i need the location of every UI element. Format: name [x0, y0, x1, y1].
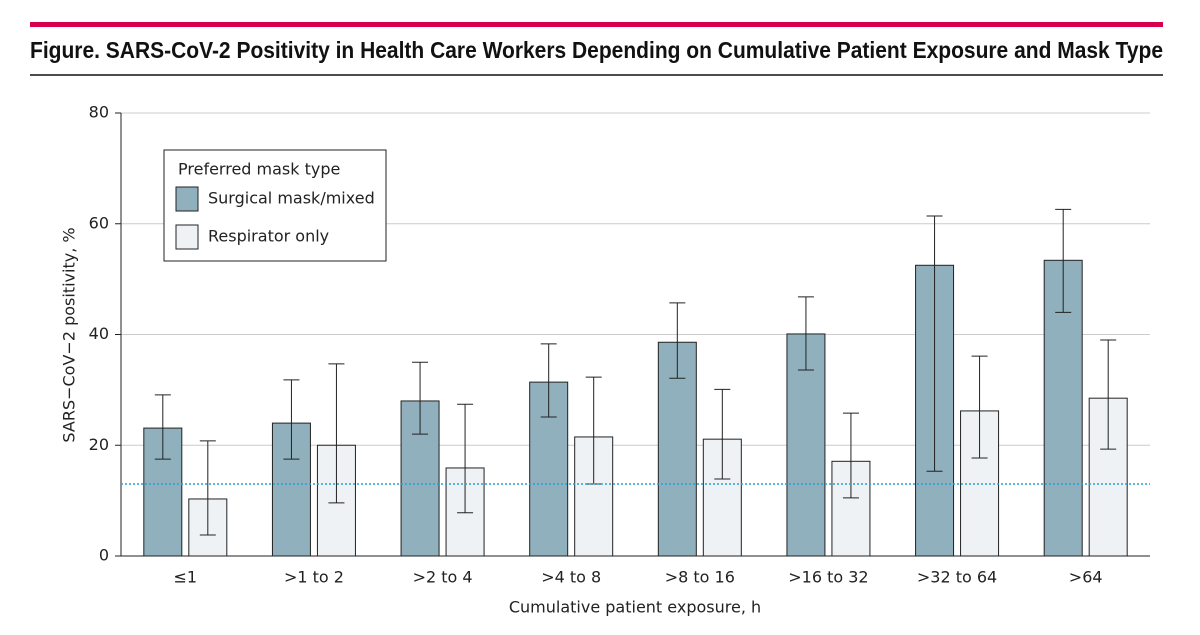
x-axis-title: Cumulative patient exposure, h [509, 598, 761, 617]
y-tick-label: 40 [89, 324, 109, 343]
legend-box [163, 149, 387, 262]
y-tick-label: 0 [99, 546, 109, 565]
error-bar [714, 388, 731, 480]
error-bar [1055, 208, 1072, 313]
error-bar [199, 440, 216, 536]
error-bar [283, 379, 300, 460]
x-tick-label: >8 to 16 [665, 568, 735, 587]
chart-title: Figure. SARS-CoV-2 Positivity in Health … [30, 37, 1163, 63]
error-bar [412, 361, 429, 435]
y-tick-label: 60 [89, 213, 109, 232]
x-tick-label: >32 to 64 [917, 568, 997, 587]
y-tick-label: 20 [89, 435, 109, 454]
legend-title: Preferred mask type [178, 160, 340, 179]
error-bar [797, 296, 814, 371]
legend-label: Surgical mask/mixed [208, 189, 375, 208]
error-bar [154, 394, 171, 460]
error-bar [457, 403, 474, 514]
y-axis-title: SARS−CoV−2 positivity, % [60, 227, 79, 442]
error-bar [540, 343, 557, 418]
error-bar [669, 302, 686, 379]
error-bar [1100, 339, 1117, 450]
legend-label: Respirator only [208, 227, 329, 246]
error-bar [328, 363, 345, 504]
y-tick-label: 80 [89, 103, 109, 122]
x-tick-label: >2 to 4 [413, 568, 473, 587]
x-tick-label: >16 to 32 [788, 568, 868, 587]
error-bar [971, 355, 988, 459]
top-band [30, 22, 1163, 27]
legend-swatch [175, 224, 199, 250]
x-tick-label: >4 to 8 [541, 568, 601, 587]
legend-swatch [175, 186, 199, 212]
error-bar [926, 215, 943, 472]
bar [786, 333, 826, 557]
x-tick-label: >1 to 2 [284, 568, 344, 587]
x-tick-label: >64 [1069, 568, 1103, 587]
x-tick-label: ≤1 [174, 568, 198, 587]
